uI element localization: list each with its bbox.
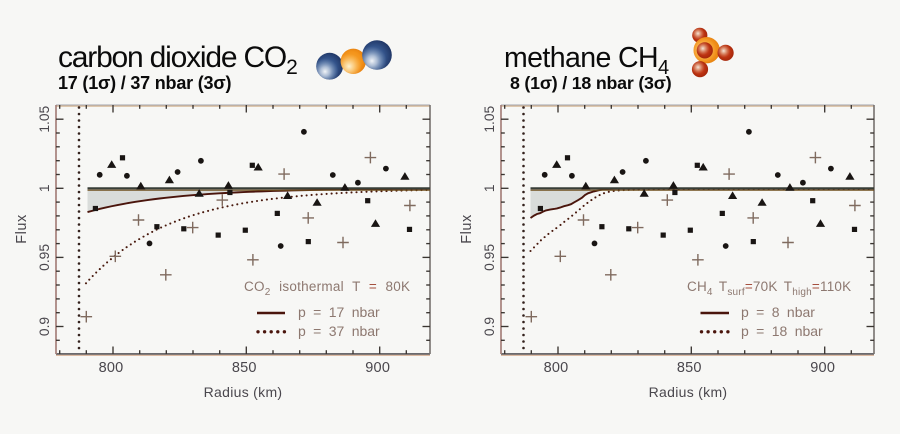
svg-text:0.95: 0.95 — [37, 244, 52, 271]
svg-text:p = 18 nbar: p = 18 nbar — [741, 323, 823, 339]
svg-text:0.9: 0.9 — [482, 317, 497, 337]
svg-text:p = 37 nbar: p = 37 nbar — [298, 323, 380, 339]
svg-text:900: 900 — [810, 360, 835, 376]
svg-text:1: 1 — [482, 184, 497, 192]
svg-text:CO2 isothermal T = 80K: CO2 isothermal T = 80K — [244, 279, 410, 298]
svg-text:17 (1σ) / 37 nbar (3σ): 17 (1σ) / 37 nbar (3σ) — [58, 73, 231, 93]
svg-text:0.95: 0.95 — [482, 244, 497, 271]
svg-text:Radius (km): Radius (km) — [204, 384, 283, 400]
svg-text:8 (1σ) / 18 nbar (3σ): 8 (1σ) / 18 nbar (3σ) — [510, 73, 672, 93]
svg-text:1.05: 1.05 — [37, 105, 52, 132]
svg-text:carbon dioxide CO2: carbon dioxide CO2 — [58, 41, 298, 79]
svg-text:1.05: 1.05 — [482, 105, 497, 132]
svg-text:900: 900 — [365, 360, 390, 376]
svg-text:methane CH4: methane CH4 — [504, 42, 669, 79]
svg-text:850: 850 — [232, 360, 257, 376]
svg-text:0.9: 0.9 — [37, 317, 52, 337]
svg-text:Radius (km): Radius (km) — [649, 384, 728, 400]
svg-text:850: 850 — [677, 360, 702, 376]
svg-text:Flux: Flux — [14, 214, 30, 244]
svg-text:800: 800 — [544, 360, 569, 376]
svg-text:p = 8 nbar: p = 8 nbar — [741, 304, 815, 320]
svg-text:1: 1 — [37, 184, 52, 192]
svg-text:p = 17 nbar: p = 17 nbar — [298, 304, 380, 320]
svg-text:800: 800 — [99, 360, 124, 376]
svg-text:Flux: Flux — [459, 214, 475, 244]
